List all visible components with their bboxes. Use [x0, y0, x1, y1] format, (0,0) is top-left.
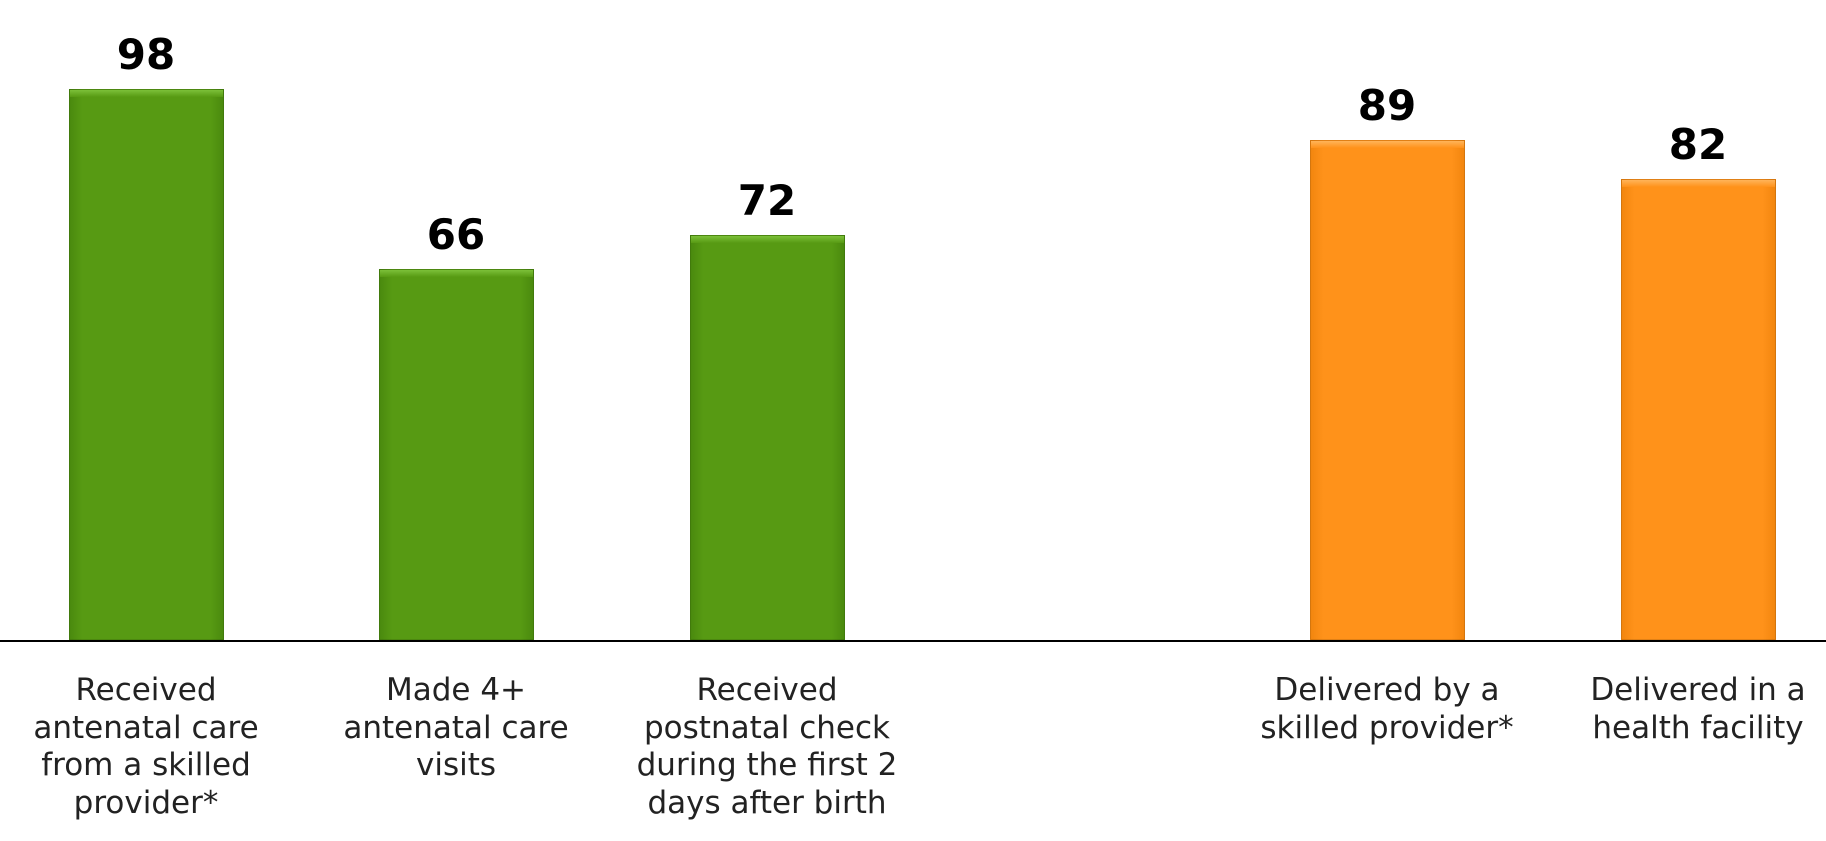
bar — [689, 235, 845, 640]
data-label: 89 — [1357, 80, 1417, 130]
category-label: Delivered by a skilled provider* — [1260, 672, 1514, 746]
data-label: 72 — [737, 176, 797, 226]
data-label: 66 — [426, 210, 486, 260]
x-axis-line — [0, 640, 1826, 642]
bar — [1620, 179, 1776, 640]
data-label: 98 — [116, 30, 176, 80]
bar — [68, 89, 224, 640]
category-label: Received postnatal check during the firs… — [636, 672, 898, 821]
bar-highlight — [379, 270, 533, 278]
category-label: Made 4+ antenatal care visits — [343, 672, 569, 783]
category-label: Received antenatal care from a skilled p… — [33, 672, 259, 821]
bar-highlight — [1621, 180, 1775, 188]
bar — [1309, 139, 1465, 640]
bar-highlight — [69, 90, 223, 98]
data-label: 82 — [1668, 120, 1728, 170]
bar — [378, 269, 534, 640]
bar-highlight — [690, 236, 844, 244]
bar-highlight — [1310, 140, 1464, 148]
category-label: Delivered in a health facility — [1590, 672, 1806, 746]
